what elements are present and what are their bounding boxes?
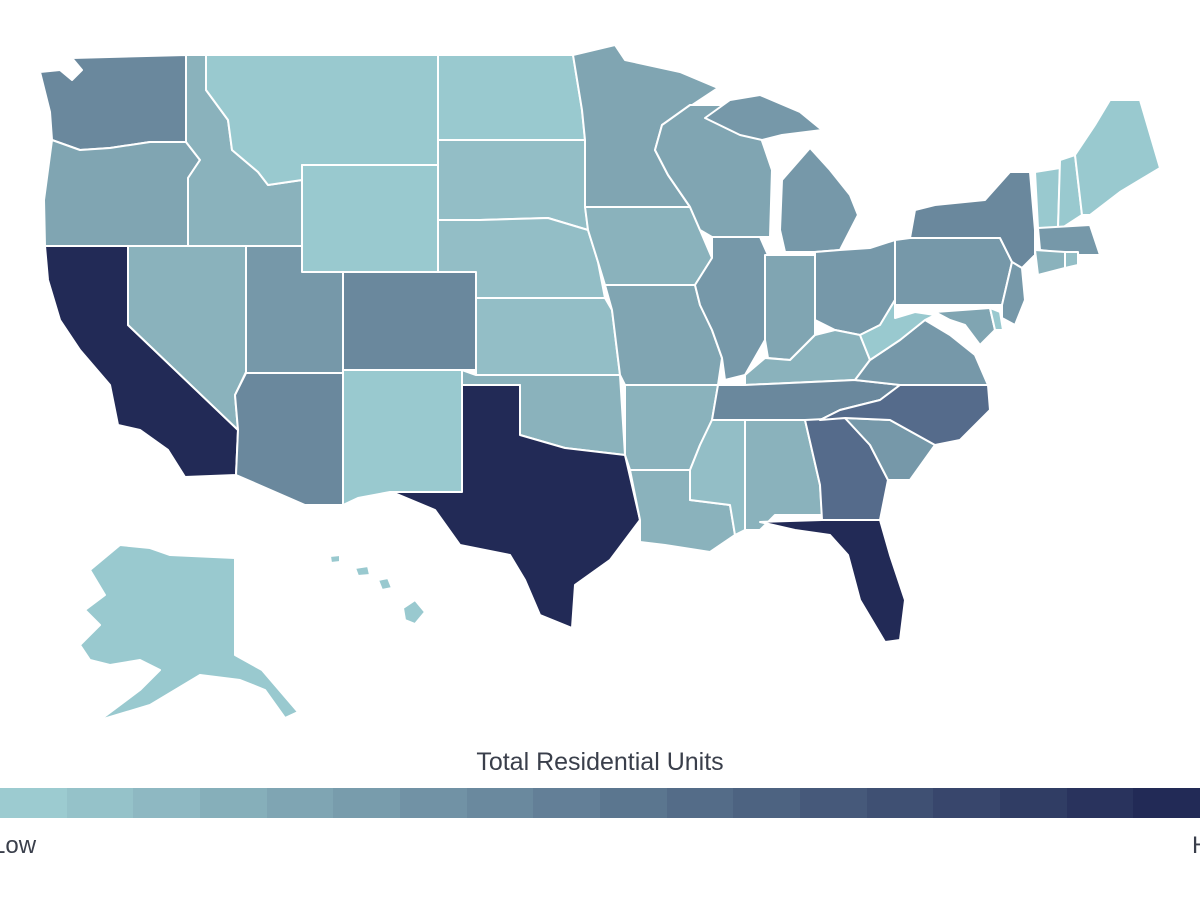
- state-rhode-island[interactable]: [1064, 251, 1079, 269]
- us-choropleth-map: [39, 44, 1161, 721]
- state-north-dakota[interactable]: [437, 54, 586, 141]
- state-michigan[interactable]: [779, 147, 859, 253]
- state-oregon[interactable]: [43, 139, 201, 247]
- state-north-carolina[interactable]: [819, 384, 991, 446]
- legend-segment: [466, 788, 534, 818]
- legend-title: Total Residential Units: [476, 748, 724, 776]
- state-texas[interactable]: [391, 384, 641, 629]
- state-alaska[interactable]: [79, 544, 299, 721]
- legend-low-label: Low: [0, 832, 37, 859]
- legend-segment: [0, 788, 67, 818]
- legend-segment: [1066, 788, 1134, 818]
- legend-high-label: High: [1192, 832, 1200, 860]
- state-michigan-upper[interactable]: [704, 94, 823, 141]
- state-nebraska[interactable]: [437, 217, 606, 299]
- state-wyoming[interactable]: [301, 164, 439, 273]
- state-colorado[interactable]: [342, 271, 477, 371]
- legend-segment: [600, 788, 667, 818]
- legend-segment: [1000, 788, 1067, 818]
- state-west-virginia[interactable]: [859, 299, 936, 361]
- legend-segment: [266, 788, 334, 818]
- legend-segment: [866, 788, 934, 818]
- state-hawaii[interactable]: [402, 599, 426, 625]
- state-connecticut[interactable]: [1034, 249, 1066, 276]
- legend-segment: [800, 788, 867, 818]
- legend-segment: [1133, 788, 1200, 818]
- state-massachusetts[interactable]: [1037, 224, 1101, 256]
- state-florida[interactable]: [759, 519, 906, 643]
- legend-segment: [666, 788, 734, 818]
- state-new-hampshire[interactable]: [1057, 154, 1083, 229]
- state-arizona[interactable]: [234, 372, 344, 506]
- state-new-jersey[interactable]: [1001, 261, 1026, 326]
- state-illinois[interactable]: [694, 236, 769, 381]
- state-vermont[interactable]: [1034, 167, 1061, 229]
- legend-segment: [133, 788, 201, 818]
- legend-segment: [333, 788, 401, 818]
- legend-segment: [400, 788, 467, 818]
- state-delaware[interactable]: [989, 307, 1004, 331]
- state-pennsylvania[interactable]: [894, 237, 1013, 306]
- legend-segment: [733, 788, 801, 818]
- legend-segment: [533, 788, 601, 818]
- state-hawaii[interactable]: [377, 577, 393, 591]
- state-hawaii[interactable]: [354, 565, 371, 577]
- state-washington[interactable]: [39, 54, 187, 151]
- legend-segment: [66, 788, 134, 818]
- legend-segment: [200, 788, 267, 818]
- state-maine[interactable]: [1074, 99, 1161, 216]
- state-new-mexico[interactable]: [342, 369, 463, 506]
- state-iowa[interactable]: [584, 206, 713, 286]
- state-hawaii[interactable]: [329, 554, 341, 564]
- state-new-york[interactable]: [909, 171, 1036, 269]
- legend-color-scale: [0, 788, 1200, 818]
- legend-segment: [933, 788, 1001, 818]
- state-south-dakota[interactable]: [437, 139, 589, 231]
- state-kansas[interactable]: [475, 297, 621, 376]
